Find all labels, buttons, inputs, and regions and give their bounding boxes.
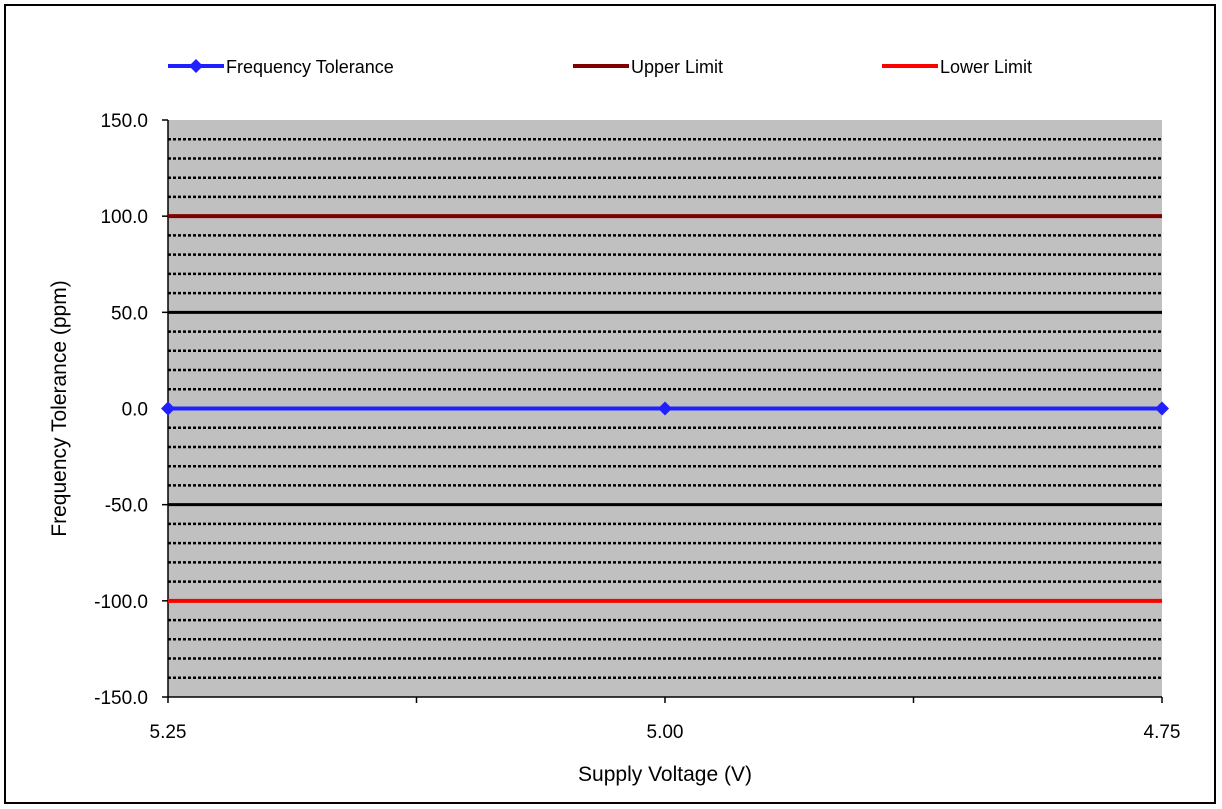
data-point-marker — [658, 401, 672, 416]
y-tick-label: 100.0 — [100, 207, 148, 228]
legend-label: Frequency Tolerance — [226, 57, 394, 77]
x-tick-label: 4.75 — [1144, 722, 1181, 743]
y-tick-label: 0.0 — [122, 400, 148, 421]
legend-label: Upper Limit — [631, 57, 723, 77]
y-axis-title: Frequency Tolerance (ppm) — [48, 280, 71, 536]
x-axis-title: Supply Voltage (V) — [578, 763, 752, 786]
y-tick-label: -150.0 — [94, 688, 148, 709]
series-group — [161, 214, 1169, 603]
y-tick-label: 50.0 — [111, 303, 148, 324]
legend-label: Lower Limit — [940, 57, 1032, 77]
y-tick-label: 150.0 — [100, 111, 148, 132]
data-point-marker — [1155, 401, 1169, 416]
y-tick-label: -100.0 — [94, 592, 148, 613]
data-point-marker — [161, 401, 175, 416]
y-tick-label: -50.0 — [105, 496, 148, 517]
x-tick-label: 5.25 — [150, 722, 187, 743]
legend-marker — [189, 59, 203, 73]
legend: Frequency Tolerance Upper Limit Lower Limi… — [168, 57, 1032, 77]
x-tick-label: 5.00 — [647, 722, 684, 743]
